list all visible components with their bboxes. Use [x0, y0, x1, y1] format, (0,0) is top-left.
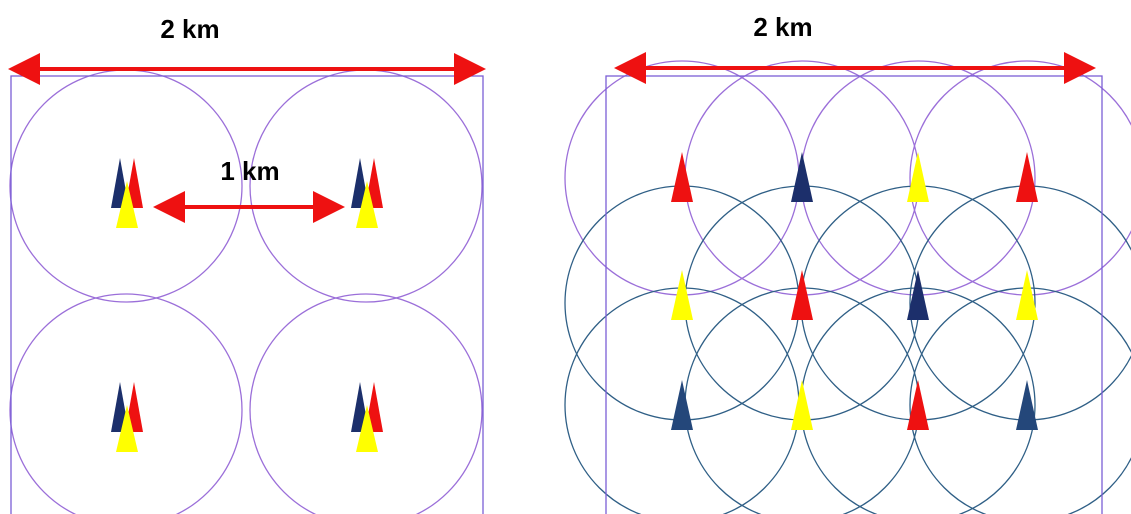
- sector-red-marker: [791, 270, 813, 320]
- tri-sector-site: [111, 382, 143, 452]
- right-site-markers: [671, 152, 1038, 430]
- sector-yellow-marker: [356, 405, 378, 452]
- spacing-label: 1 km: [220, 156, 279, 186]
- right-width-label: 2 km: [753, 12, 812, 42]
- left-width-label: 2 km: [160, 14, 219, 44]
- sector-yellow-marker: [356, 181, 378, 228]
- sector-navy-marker: [907, 270, 929, 320]
- sector-yellow-marker: [116, 405, 138, 452]
- right-coverage-circles: [564, 60, 1131, 514]
- coverage-circle: [909, 287, 1131, 514]
- sector-navy-marker: [791, 152, 813, 202]
- left-area-frame: [10, 75, 484, 514]
- sector-red-marker: [1016, 152, 1038, 202]
- sector-yellow-marker: [907, 152, 929, 202]
- sector-slate-marker: [671, 380, 693, 430]
- tri-sector-site: [351, 158, 383, 228]
- right-panel: 2 km: [564, 12, 1131, 514]
- sector-yellow-marker: [116, 181, 138, 228]
- tri-sector-site: [351, 382, 383, 452]
- sector-red-marker: [671, 152, 693, 202]
- left-panel: 2 km 1 km: [8, 14, 486, 514]
- coverage-circle: [249, 293, 483, 514]
- left-site-markers: [111, 158, 383, 452]
- sector-yellow-marker: [671, 270, 693, 320]
- sector-yellow-marker: [791, 380, 813, 430]
- coverage-circle: [9, 293, 243, 514]
- sector-yellow-marker: [1016, 270, 1038, 320]
- tri-sector-site: [111, 158, 143, 228]
- sector-slate-marker: [1016, 380, 1038, 430]
- coverage-circle: [909, 60, 1131, 296]
- sector-red-marker: [907, 380, 929, 430]
- left-coverage-circles: [9, 69, 483, 514]
